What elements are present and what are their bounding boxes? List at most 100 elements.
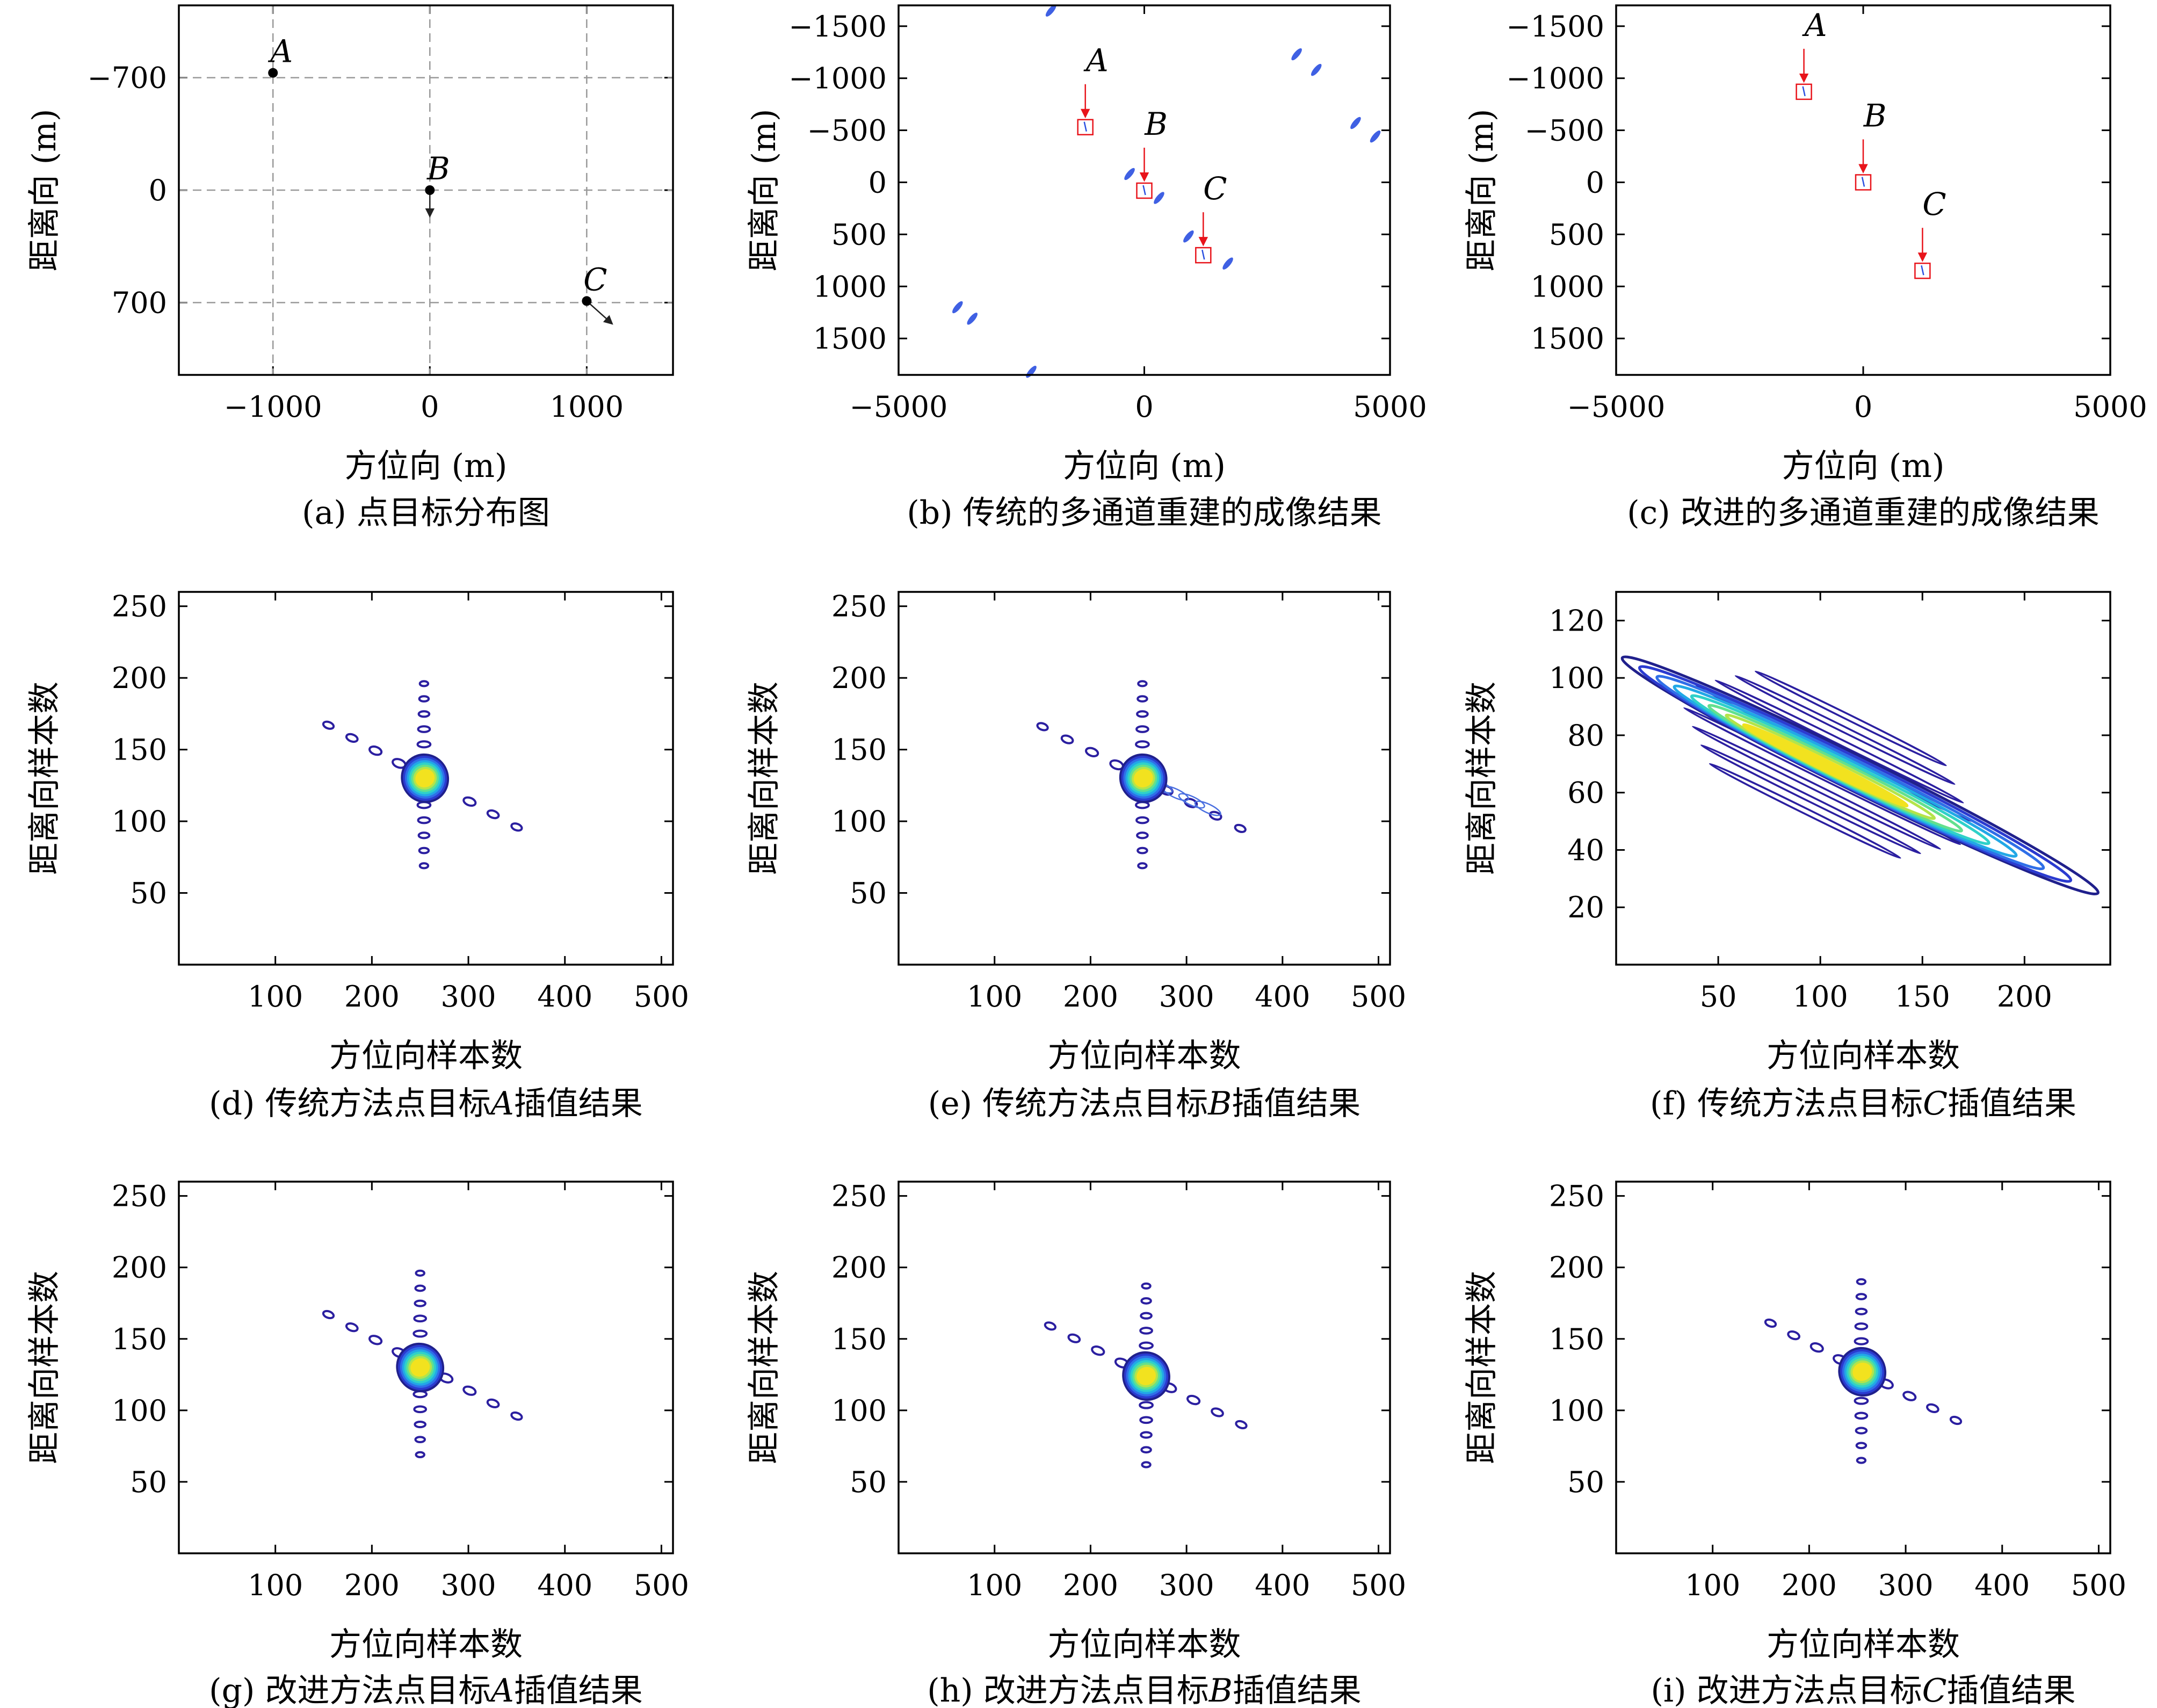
mainlobe-contour [1127, 762, 1160, 794]
mainlobe-contour [1133, 769, 1153, 788]
target-mark [1083, 121, 1087, 132]
y-axis-label: 距离向 (m) [745, 109, 783, 272]
target-mark [1861, 177, 1865, 187]
mainlobe-contour [411, 764, 439, 792]
sidelobe [1949, 1415, 1963, 1425]
y-tick-label: 500 [1549, 218, 1604, 251]
x-tick-label: 100 [1793, 980, 1848, 1014]
panel-caption: (d) 传统方法点目标A插值结果 [209, 1085, 643, 1123]
sidelobe [1137, 846, 1148, 855]
x-tick-label: 100 [1685, 1568, 1740, 1602]
mainlobe-contour [408, 1356, 432, 1379]
y-tick-label: 50 [130, 1465, 167, 1499]
x-tick-label: 400 [1255, 980, 1310, 1014]
y-tick-label: 250 [112, 1179, 167, 1213]
sidelobe [345, 1322, 359, 1333]
sidelobe [1855, 1427, 1868, 1435]
y-tick-label: 0 [149, 173, 167, 207]
sidelobe [1854, 1322, 1869, 1330]
target-label: C [583, 261, 607, 298]
panel-e: 100 200 300 400 500 50 100 150 200 250 方位向样本数 距离向… [745, 590, 1406, 1123]
x-tick-label: −5000 [850, 390, 948, 424]
y-tick-label: 200 [112, 1251, 167, 1285]
x-tick-label: 400 [537, 1568, 592, 1602]
sidelobe [414, 1436, 426, 1444]
sidelobe [415, 1269, 425, 1277]
x-axis-label: 方位向 (m) [1063, 447, 1226, 485]
ghost-target [1154, 192, 1164, 204]
x-tick-label: 100 [248, 980, 303, 1014]
sidelobe [1194, 800, 1221, 816]
sidelobe [1135, 740, 1150, 749]
mainlobe-contour [405, 758, 445, 799]
mainlobe-contour [1838, 1347, 1887, 1397]
panel-i: 100 200 300 400 500 50 100 150 200 250 方位向样本数 距离向… [1463, 1179, 2126, 1708]
y-tick-label: 80 [1567, 719, 1604, 752]
caption-target: C [1923, 1085, 1948, 1123]
y-tick-label: −500 [807, 114, 887, 148]
mainlobe-contour [1132, 1362, 1160, 1390]
target-mark [1921, 265, 1924, 276]
plot-area: 100 200 300 400 500 50 100 150 200 250 [831, 1179, 1406, 1602]
mainlobe-contour [400, 1347, 440, 1388]
caption-suffix: 插值结果 [1948, 1085, 2076, 1123]
sidelobe [1734, 675, 1956, 785]
x-tick-label: 500 [634, 1568, 689, 1602]
sidelobe [1044, 1321, 1056, 1331]
sidelobe [417, 831, 431, 839]
sidelobe [1854, 1396, 1869, 1405]
mainlobe-contour [403, 756, 447, 801]
sidelobe [1141, 1461, 1152, 1468]
sidelobe [1234, 823, 1247, 834]
caption-target: C [1922, 1672, 1947, 1708]
sidelobe [417, 710, 431, 718]
mainlobe-contour [407, 760, 443, 797]
y-tick-label: 50 [850, 1465, 887, 1499]
x-tick-label: 400 [537, 980, 592, 1014]
sidelobe [368, 1335, 383, 1345]
sidelobe [1787, 1330, 1800, 1341]
sidelobe [1139, 1401, 1154, 1409]
x-tick-label: 0 [1135, 390, 1153, 424]
plot-area: 100 200 300 400 500 50 100 150 200 250 [831, 590, 1406, 1014]
y-axis-label: 距离向 (m) [1463, 109, 1501, 272]
x-axis-label: 方位向样本数 [1048, 1037, 1241, 1075]
y-tick-label: 150 [1549, 1322, 1604, 1356]
y-tick-label: 0 [1586, 165, 1604, 199]
sidelobe [1139, 1416, 1153, 1424]
ghost-target [1311, 63, 1322, 76]
sidelobe [1137, 680, 1148, 687]
sidelobe [1926, 1403, 1939, 1413]
sidelobe [418, 846, 430, 855]
y-tick-label: 500 [831, 218, 887, 251]
sidelobe [1140, 1297, 1152, 1305]
axes-frame [897, 1181, 1391, 1554]
y-tick-label: 700 [112, 286, 167, 320]
target-label: B [1863, 97, 1887, 134]
target-label: B [1144, 106, 1168, 142]
ghost-target [1045, 4, 1056, 17]
mainlobe-contour [1846, 1356, 1878, 1388]
sidelobe [1855, 1293, 1868, 1300]
y-tick-label: 1000 [1531, 270, 1604, 303]
target-mark [1802, 86, 1806, 97]
caption-target: B [1208, 1672, 1233, 1708]
sidelobe [1140, 1312, 1153, 1320]
axes-frame [1615, 1181, 2111, 1554]
sidelobe [345, 733, 359, 743]
sidelobe [412, 1329, 428, 1338]
sidelobe [1036, 722, 1049, 732]
y-tick-label: 150 [831, 733, 887, 767]
plot-area: 50 100 150 200 20 40 60 80 100 120 [1549, 591, 2111, 1014]
y-tick-label: 200 [831, 1251, 887, 1285]
panel-caption: (c) 改进的多通道重建的成像结果 [1627, 494, 2100, 532]
mainlobe-contour [1123, 758, 1163, 799]
panel-caption: (f) 传统方法点目标C插值结果 [1650, 1085, 2076, 1123]
x-tick-label: 100 [248, 1568, 303, 1602]
sidelobe [1139, 1327, 1153, 1335]
target-box [1796, 83, 1812, 100]
y-tick-label: 250 [831, 590, 887, 624]
mainlobe-contour [396, 1342, 445, 1393]
target-box [1914, 262, 1931, 279]
